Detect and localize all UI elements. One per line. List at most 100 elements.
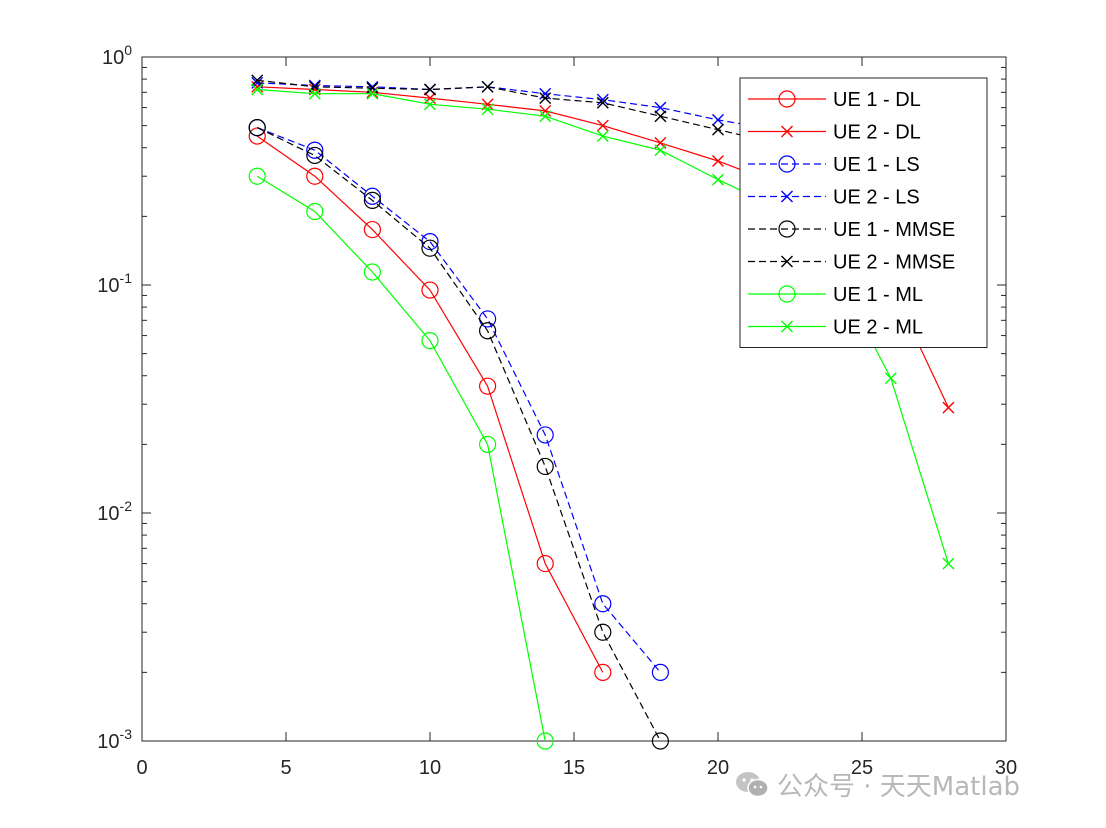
legend-label: UE 2 - MMSE — [833, 252, 955, 274]
legend-marker — [778, 90, 796, 108]
legend-entry: UE 1 - LS — [748, 154, 920, 176]
data-point — [539, 92, 552, 105]
legend-marker — [778, 285, 796, 303]
data-point — [421, 281, 439, 299]
data-point — [536, 554, 554, 573]
data-point — [306, 202, 324, 221]
data-point — [421, 332, 439, 350]
x-tick-label: 30 — [995, 757, 1017, 779]
x-marker-stroke — [366, 87, 379, 100]
x-marker-stroke — [884, 372, 897, 385]
data-point — [596, 130, 609, 143]
x-tick-label: 15 — [563, 757, 585, 779]
data-point — [712, 113, 724, 126]
data-point — [712, 173, 724, 186]
data-point — [306, 167, 324, 185]
legend-entry: UE 2 - MMSE — [748, 252, 955, 274]
x-marker-stroke — [712, 123, 724, 136]
legend-label: UE 2 - DL — [833, 122, 921, 144]
data-point — [308, 87, 321, 100]
data-point — [479, 322, 497, 340]
data-point — [536, 426, 554, 444]
data-point — [251, 83, 264, 96]
legend-marker — [781, 125, 793, 138]
legend-marker — [781, 320, 793, 333]
legend-box — [739, 77, 988, 348]
series-ue-2-mmse — [251, 74, 782, 149]
legend-label: UE 1 - MMSE — [833, 219, 955, 241]
series-line — [256, 127, 661, 742]
series-line — [256, 175, 546, 742]
x-marker-stroke — [424, 98, 436, 111]
y-tick-base: 10 — [97, 275, 119, 297]
data-point — [539, 110, 552, 123]
data-point — [651, 732, 670, 750]
y-tick-base: 10 — [97, 731, 119, 753]
x-marker-stroke — [481, 98, 494, 111]
x-marker-stroke — [539, 92, 552, 105]
data-point — [536, 457, 554, 476]
data-point — [366, 82, 379, 95]
data-point — [424, 98, 436, 111]
series-ue-1-mmse — [248, 119, 670, 750]
data-point — [594, 663, 612, 681]
x-marker-stroke — [781, 190, 793, 203]
y-tick-label: 10-3 — [97, 726, 132, 753]
x-marker-stroke — [781, 255, 793, 268]
y-tick-base: 10 — [102, 47, 124, 69]
legend-entry: UE 1 - ML — [748, 284, 923, 306]
data-point — [654, 144, 667, 157]
data-point — [942, 401, 955, 414]
data-point — [306, 146, 324, 165]
legend-label: UE 2 - LS — [833, 187, 920, 209]
data-point — [594, 623, 612, 641]
legend-entry: UE 2 - LS — [748, 187, 920, 209]
x-marker-stroke — [596, 96, 609, 109]
data-point — [366, 87, 379, 100]
series-ue-1-dl — [248, 127, 612, 681]
y-tick-exponent: -2 — [120, 498, 133, 514]
data-point — [539, 104, 552, 117]
watermark: 公众号 · 天天Matlab — [735, 766, 1020, 803]
x-tick-label: 10 — [419, 757, 441, 779]
x-marker-stroke — [712, 154, 724, 167]
data-point — [306, 141, 324, 159]
legend-entry: UE 1 - MMSE — [748, 219, 955, 241]
x-marker-stroke — [654, 144, 667, 157]
data-point — [654, 110, 667, 123]
legend-label: UE 1 - ML — [833, 284, 923, 306]
x-marker-stroke — [251, 83, 264, 96]
x-marker-stroke — [781, 320, 793, 333]
data-point — [363, 263, 381, 281]
x-marker-stroke — [366, 82, 379, 95]
x-tick-label: 25 — [851, 757, 873, 779]
legend-entry: UE 2 - DL — [748, 122, 921, 144]
y-tick-base: 10 — [97, 503, 119, 525]
x-marker-stroke — [781, 125, 793, 138]
x-marker-stroke — [481, 103, 494, 116]
wechat-icon — [736, 771, 769, 797]
x-marker-stroke — [942, 557, 955, 570]
x-marker-stroke — [424, 92, 436, 105]
data-point — [481, 98, 494, 111]
legend-marker — [781, 190, 793, 203]
series-ue-1-ml — [248, 167, 554, 750]
data-point — [942, 557, 955, 570]
data-point — [248, 167, 266, 185]
data-point — [363, 191, 381, 209]
x-tick-label: 0 — [136, 757, 147, 779]
x-marker-stroke — [942, 401, 955, 414]
series-line — [256, 127, 661, 673]
data-point — [479, 377, 497, 395]
y-tick-label: 10-2 — [97, 498, 132, 525]
data-point — [712, 123, 724, 136]
data-point — [424, 83, 436, 96]
x-marker-stroke — [596, 119, 609, 132]
x-marker-stroke — [712, 173, 724, 186]
x-marker-stroke — [424, 83, 436, 96]
legend-marker — [778, 220, 796, 238]
data-point — [363, 187, 381, 205]
data-point — [884, 372, 897, 385]
data-point — [596, 93, 609, 106]
